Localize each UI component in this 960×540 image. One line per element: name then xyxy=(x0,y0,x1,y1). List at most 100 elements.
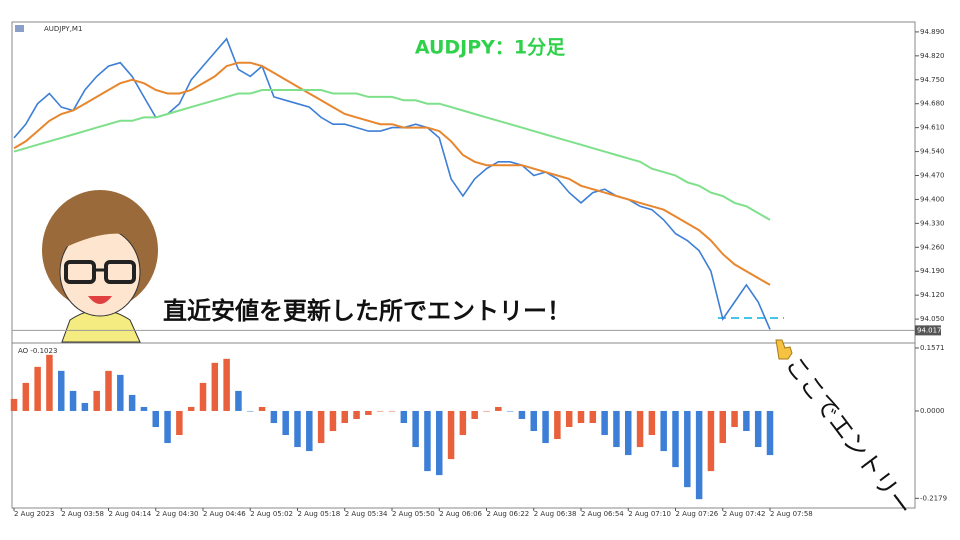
x-tick-label: 2 Aug 2023 xyxy=(14,510,54,518)
ao-bar xyxy=(105,370,112,411)
ao-bar xyxy=(518,410,526,419)
ao-bar xyxy=(22,382,30,411)
ao-bar xyxy=(58,370,65,411)
ao-bar xyxy=(565,410,573,428)
x-tick-label: 2 Aug 05:02 xyxy=(250,510,293,518)
ao-bar xyxy=(412,410,419,448)
ao-bar xyxy=(211,362,219,411)
chart-icon xyxy=(15,25,24,32)
ao-bar xyxy=(613,410,620,448)
x-tick-label: 2 Aug 07:58 xyxy=(770,510,813,518)
ao-bar xyxy=(459,410,467,436)
x-tick-label: 2 Aug 04:14 xyxy=(109,510,152,518)
ao-bar xyxy=(589,410,597,423)
x-tick-label: 2 Aug 04:30 xyxy=(156,510,199,518)
y-tick-label: 94.260 xyxy=(920,243,945,251)
y-tick-label: 94.120 xyxy=(920,291,945,299)
x-tick-label: 2 Aug 03:58 xyxy=(61,510,104,518)
ao-bar xyxy=(365,410,372,415)
ao-bar xyxy=(223,358,230,411)
ao-bar xyxy=(341,410,348,423)
x-tick-label: 2 Aug 07:10 xyxy=(628,510,671,518)
ao-bar xyxy=(258,406,266,411)
y-tick-label: 94.050 xyxy=(920,315,945,323)
ao-bar xyxy=(329,410,337,432)
ao-bar xyxy=(530,410,537,432)
ao-bar xyxy=(247,410,254,412)
ao-bar xyxy=(766,410,774,456)
pointing-hand xyxy=(775,339,793,360)
y-tick-label: -0.2179 xyxy=(920,494,947,502)
ao-bar xyxy=(270,410,278,423)
annotation-title: AUDJPY：1分足 xyxy=(415,37,566,59)
price-series xyxy=(13,37,771,330)
ao-bar xyxy=(34,366,41,411)
ao-bar xyxy=(388,410,396,412)
x-tick-label: 2 Aug 04:46 xyxy=(203,510,246,518)
ao-bar xyxy=(731,410,738,428)
ao-bar xyxy=(152,410,159,428)
ao-bar xyxy=(282,410,289,436)
character-illustration xyxy=(42,190,158,343)
ao-bar xyxy=(660,410,667,452)
y-tick-label: 94.680 xyxy=(920,100,945,108)
x-tick-label: 2 Aug 06:38 xyxy=(534,510,577,518)
ao-bar xyxy=(353,410,360,419)
ao-bar xyxy=(625,410,632,456)
y-tick-label: 94.470 xyxy=(920,172,945,180)
ao-bar xyxy=(376,410,384,412)
y-tick-label: 94.750 xyxy=(920,76,945,84)
ao-bar xyxy=(81,402,89,411)
ao-bar xyxy=(69,390,77,411)
ao-bar xyxy=(164,410,171,444)
ao-bar xyxy=(542,410,549,444)
ao-bar xyxy=(483,410,490,412)
price-series xyxy=(13,89,771,221)
ao-bar xyxy=(506,410,514,412)
ao-bar xyxy=(93,390,100,411)
y-tick-label: 0.1571 xyxy=(920,344,945,352)
ao-bar xyxy=(719,410,726,444)
y-tick-label: 94.330 xyxy=(920,219,945,227)
ao-bar xyxy=(235,390,242,411)
indicator-title: AO -0.1023 xyxy=(18,347,57,355)
ao-bar xyxy=(447,410,455,460)
x-tick-label: 2 Aug 07:42 xyxy=(723,510,766,518)
ao-bar xyxy=(754,410,762,448)
last-price-label: 94.017 xyxy=(917,326,942,334)
x-tick-label: 2 Aug 05:34 xyxy=(345,510,388,518)
ao-bar xyxy=(317,410,325,444)
y-tick-label: 94.400 xyxy=(920,195,945,203)
ao-bar xyxy=(707,410,715,472)
ao-bar xyxy=(601,410,608,436)
last-price-box xyxy=(915,325,941,336)
ao-bar xyxy=(176,410,183,436)
x-tick-label: 2 Aug 05:50 xyxy=(392,510,435,518)
ao-bar xyxy=(424,410,431,472)
x-tick-label: 2 Aug 07:26 xyxy=(676,510,719,518)
ao-bar xyxy=(695,410,703,500)
ao-bar xyxy=(140,406,148,411)
y-tick-label: 94.610 xyxy=(920,124,945,132)
price-series xyxy=(13,61,771,286)
x-tick-label: 2 Aug 05:18 xyxy=(298,510,341,518)
x-tick-label: 2 Aug 06:22 xyxy=(487,510,530,518)
ao-bar xyxy=(672,410,679,468)
y-tick-label: 0.0000 xyxy=(920,407,945,415)
y-tick-label: 94.890 xyxy=(920,28,945,36)
ao-bar xyxy=(10,398,18,411)
x-tick-label: 2 Aug 06:06 xyxy=(439,510,482,518)
annotation-entry: 直近安値を更新した所でエントリー！ xyxy=(163,297,571,325)
ao-bar xyxy=(46,354,53,411)
chart-title: AUDJPY,M1 xyxy=(44,25,82,33)
ao-bar xyxy=(495,406,502,411)
y-tick-label: 94.190 xyxy=(920,267,945,275)
ao-bar xyxy=(128,394,136,411)
ao-bar xyxy=(554,410,561,440)
ao-bar xyxy=(400,410,408,423)
ao-bar xyxy=(117,374,124,411)
ao-bar xyxy=(306,410,313,452)
x-tick-label: 2 Aug 06:54 xyxy=(581,510,624,518)
ao-bar xyxy=(199,382,207,411)
